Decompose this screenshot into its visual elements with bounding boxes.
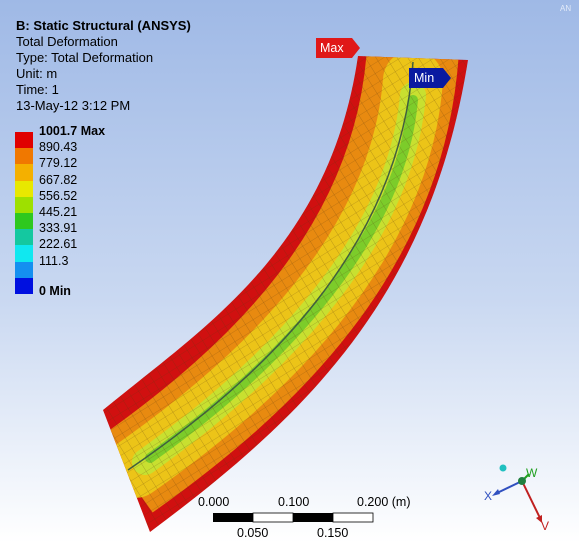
legend-label: 333.91 [39,221,77,235]
triad-w: W [526,466,538,480]
legend-swatch [15,229,33,245]
scale-label: 0.050 [237,526,268,540]
header-line: Unit: m [16,66,191,82]
legend-swatch [15,164,33,180]
triad: X W V [484,465,549,534]
legend-swatch [15,278,33,294]
beam-contours [90,40,490,540]
legend-label: 556.52 [39,189,77,203]
legend-label: 445.21 [39,205,77,219]
result-header: B: Static Structural (ANSYS)Total Deform… [16,18,191,114]
max-label: Max [320,41,344,55]
scale-label: 0.150 [317,526,348,540]
legend-swatch [15,181,33,197]
legend-label: 890.43 [39,140,77,154]
header-line: Type: Total Deformation [16,50,191,66]
min-label: Min [414,71,434,85]
min-probe: Min [409,68,451,88]
logo: AN [560,4,571,13]
legend-swatch [15,197,33,213]
legend-label: 222.61 [39,237,77,251]
legend-swatch [15,213,33,229]
scale-label: 0.000 [198,495,229,509]
legend-swatch [15,262,33,278]
triad-v: V [541,519,549,533]
header-line: Time: 1 [16,82,191,98]
header-line: B: Static Structural (ANSYS) [16,18,191,34]
header-line: 13-May-12 3:12 PM [16,98,191,114]
max-probe: Max [316,38,360,58]
legend-label: 0 Min [39,284,71,298]
legend-swatch [15,148,33,164]
legend-label: 1001.7 Max [39,124,105,138]
viewport: Max Min AN 0.000 0.100 0.200 (m) 0.050 0… [0,0,579,543]
scale-bar: 0.000 0.100 0.200 (m) 0.050 0.150 [198,495,411,540]
legend-swatch [15,132,33,148]
header-line: Total Deformation [16,34,191,50]
legend-label: 779.12 [39,156,77,170]
scale-label: 0.100 [278,495,309,509]
scale-label: 0.200 (m) [357,495,411,509]
legend-label: 111.3 [39,254,68,268]
triad-x: X [484,489,492,503]
legend-label: 667.82 [39,173,77,187]
legend-swatch [15,245,33,261]
